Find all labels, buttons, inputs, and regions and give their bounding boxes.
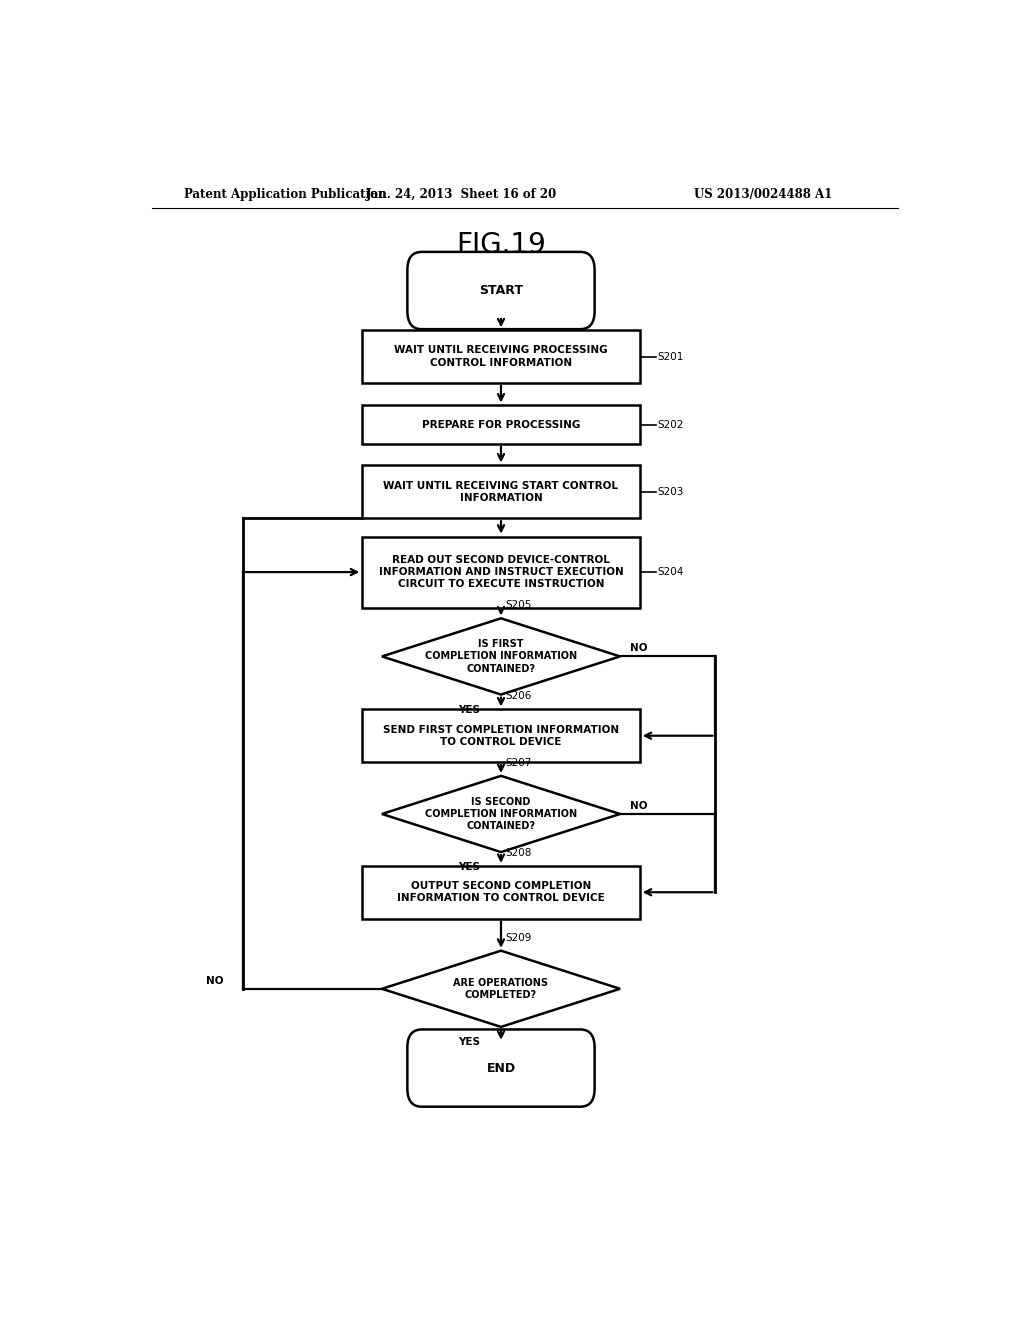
Text: START: START [479, 284, 523, 297]
Bar [362, 866, 640, 919]
Text: YES: YES [459, 705, 480, 715]
Text: S201: S201 [657, 351, 684, 362]
Text: ARE OPERATIONS
COMPLETED?: ARE OPERATIONS COMPLETED? [454, 978, 549, 1001]
Text: S203: S203 [657, 487, 684, 496]
Bar [362, 466, 640, 519]
Text: SEND FIRST COMPLETION INFORMATION
TO CONTROL DEVICE: SEND FIRST COMPLETION INFORMATION TO CON… [383, 725, 620, 747]
Text: YES: YES [459, 862, 480, 873]
FancyBboxPatch shape [408, 1030, 595, 1106]
Bar [362, 405, 640, 444]
Text: Jan. 24, 2013  Sheet 16 of 20: Jan. 24, 2013 Sheet 16 of 20 [366, 189, 557, 202]
Bar [362, 330, 640, 383]
Text: S208: S208 [505, 847, 531, 858]
Text: S204: S204 [657, 568, 684, 577]
Polygon shape [382, 618, 620, 694]
Text: Patent Application Publication: Patent Application Publication [183, 189, 386, 202]
Text: OUTPUT SECOND COMPLETION
INFORMATION TO CONTROL DEVICE: OUTPUT SECOND COMPLETION INFORMATION TO … [397, 880, 605, 903]
Text: S205: S205 [505, 601, 531, 610]
Text: WAIT UNTIL RECEIVING PROCESSING
CONTROL INFORMATION: WAIT UNTIL RECEIVING PROCESSING CONTROL … [394, 346, 608, 368]
Text: S206: S206 [505, 692, 531, 701]
Text: PREPARE FOR PROCESSING: PREPARE FOR PROCESSING [422, 420, 581, 430]
Polygon shape [382, 950, 620, 1027]
Text: IS FIRST
COMPLETION INFORMATION
CONTAINED?: IS FIRST COMPLETION INFORMATION CONTAINE… [425, 639, 578, 673]
Text: WAIT UNTIL RECEIVING START CONTROL
INFORMATION: WAIT UNTIL RECEIVING START CONTROL INFOR… [384, 480, 618, 503]
Text: FIG.19: FIG.19 [456, 231, 546, 259]
Polygon shape [382, 776, 620, 853]
Text: S202: S202 [657, 420, 684, 430]
Text: IS SECOND
COMPLETION INFORMATION
CONTAINED?: IS SECOND COMPLETION INFORMATION CONTAIN… [425, 796, 578, 832]
Text: S207: S207 [505, 758, 531, 768]
Text: US 2013/0024488 A1: US 2013/0024488 A1 [693, 189, 833, 202]
Bar [362, 709, 640, 762]
Text: NO: NO [630, 801, 647, 810]
Text: READ OUT SECOND DEVICE-CONTROL
INFORMATION AND INSTRUCT EXECUTION
CIRCUIT TO EXE: READ OUT SECOND DEVICE-CONTROL INFORMATI… [379, 554, 624, 590]
Text: S209: S209 [505, 932, 531, 942]
FancyBboxPatch shape [408, 252, 595, 329]
Text: YES: YES [459, 1038, 480, 1047]
Text: NO: NO [206, 975, 223, 986]
Text: NO: NO [630, 643, 647, 653]
Text: END: END [486, 1061, 515, 1074]
Bar [362, 536, 640, 607]
